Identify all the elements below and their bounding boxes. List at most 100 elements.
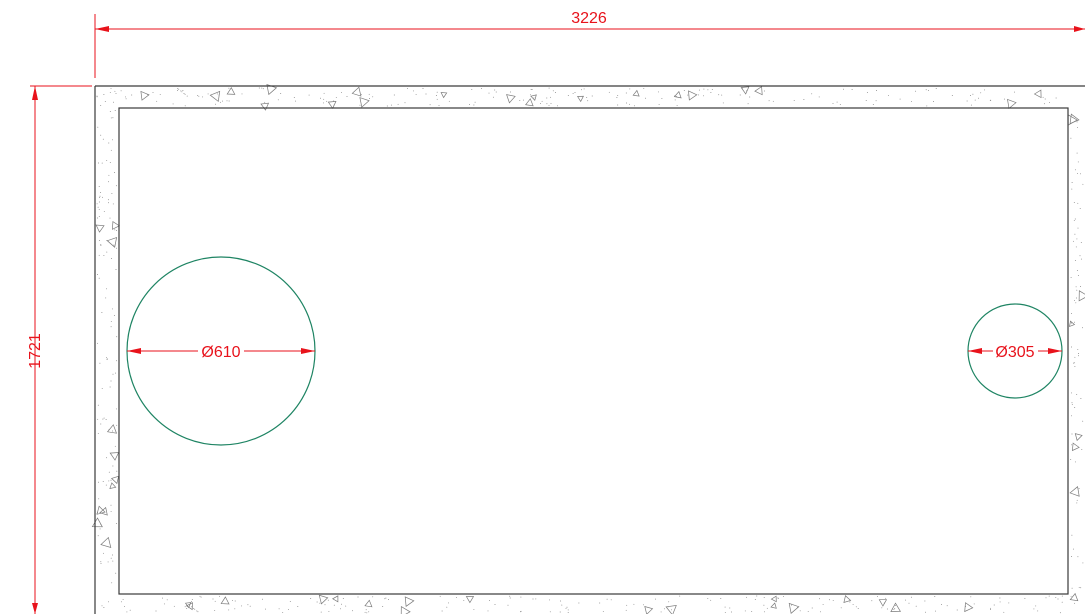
hatch-dot [112,554,113,556]
width-dimension-text: 3226 [571,10,607,27]
hatch-dot [197,611,199,613]
hatch-aggregate [964,602,974,613]
hatch-dot [109,91,111,93]
hatch-dot [494,604,496,605]
hatch-dot [972,93,974,95]
hatch-dot [107,561,109,563]
hatch-dot [469,104,470,106]
hatch-dot [818,96,820,98]
hatch-dot [262,88,264,90]
hatch-dot [333,604,335,606]
hatch-dot [98,240,100,242]
hatch-dot [1077,275,1079,277]
hatch-dot [933,101,934,102]
hatch-dot [1074,260,1076,262]
hatch-dot [625,609,627,611]
hatch-dot [98,201,100,203]
hatch-dot [105,419,107,420]
hatch-dot [186,608,188,610]
hatch-aggregate [770,595,777,603]
hatch-dot [531,89,533,91]
hatch-dot [751,611,753,613]
hatch-dot [352,610,354,612]
hatch-dot [663,608,665,610]
hatch-dot [1059,612,1061,614]
hatch-dot [1077,556,1079,558]
hatch-dot [710,599,712,601]
hatch-dot [319,602,321,604]
hatch-dot [293,97,295,98]
hatch-dot [935,610,936,612]
hatch-dot [214,609,216,611]
hatch-dot [1075,246,1077,248]
hatch-aggregate [632,89,640,97]
hatch-dot [510,91,511,93]
hatch-dot [849,601,851,603]
hatch-dot [1071,415,1072,417]
hatch-dot [100,192,102,194]
hatch-dot [1008,602,1010,604]
hatch-dot [1077,172,1078,174]
hatch-dot [99,528,101,530]
hatch-aggregate [1033,89,1042,99]
hatch-dot [578,602,580,604]
hatch-dot [832,103,834,105]
hatch-dot [617,104,619,106]
hatch-dot [1079,208,1081,210]
hatch-dot [894,608,896,610]
hatch-dot [739,94,741,96]
hatch-dot [473,608,475,610]
hatch-dot [107,199,109,201]
hatch-dot [840,607,842,609]
hatch-dot [671,609,672,611]
hatch-dot [228,100,230,102]
hatch-dot [492,96,494,98]
hatch-dot [1070,459,1072,461]
hatch-dot [799,610,801,612]
hatch-dot [110,479,112,481]
hatch-dot [446,606,448,608]
hatch-dot [100,561,102,563]
hatch-dot [297,606,299,607]
hatch-dot [113,315,115,317]
hatch-dot [965,605,967,607]
hatch-dot [876,90,877,91]
hatch-dot [97,432,99,434]
hatch-dot [101,605,103,607]
hatch-dot [865,100,867,101]
hatch-dot [1080,286,1081,287]
hatch-dot [710,92,712,93]
hatch-dot [104,101,106,103]
hatch-dot [125,96,126,98]
hatch-dot [993,604,995,606]
hatch-dot [494,89,496,91]
hatch-dot [772,100,774,102]
hatch-dot [193,607,195,609]
hatch-dot [163,603,165,605]
hatch-dot [345,605,347,607]
hatch-dot [721,94,723,96]
hatch-dot [100,563,102,565]
hatch-aggregate [359,97,370,108]
hatch-dot [703,95,705,97]
hatch-dot [249,605,251,607]
hatch-dot [1074,461,1076,463]
outer-wall-outline [94,85,1085,614]
hatch-dot [265,608,266,610]
hatch-dot [973,603,975,605]
hatch-dot [455,596,457,598]
hatch-dot [385,597,387,599]
hatch-aggregate [1069,592,1079,602]
hatch-dot [724,606,726,608]
hatch-dot [108,480,110,482]
hatch-dot [436,98,438,100]
hatch-dot [181,91,183,93]
hatch-dot [946,605,948,607]
hatch-dot [404,102,406,104]
hatch-dot [366,612,368,614]
hatch-dot [970,596,972,598]
hatch-dot [183,93,185,94]
hatch-dot [357,596,359,598]
hatch-aggregate [1007,98,1017,110]
hatch-dot [116,470,118,472]
